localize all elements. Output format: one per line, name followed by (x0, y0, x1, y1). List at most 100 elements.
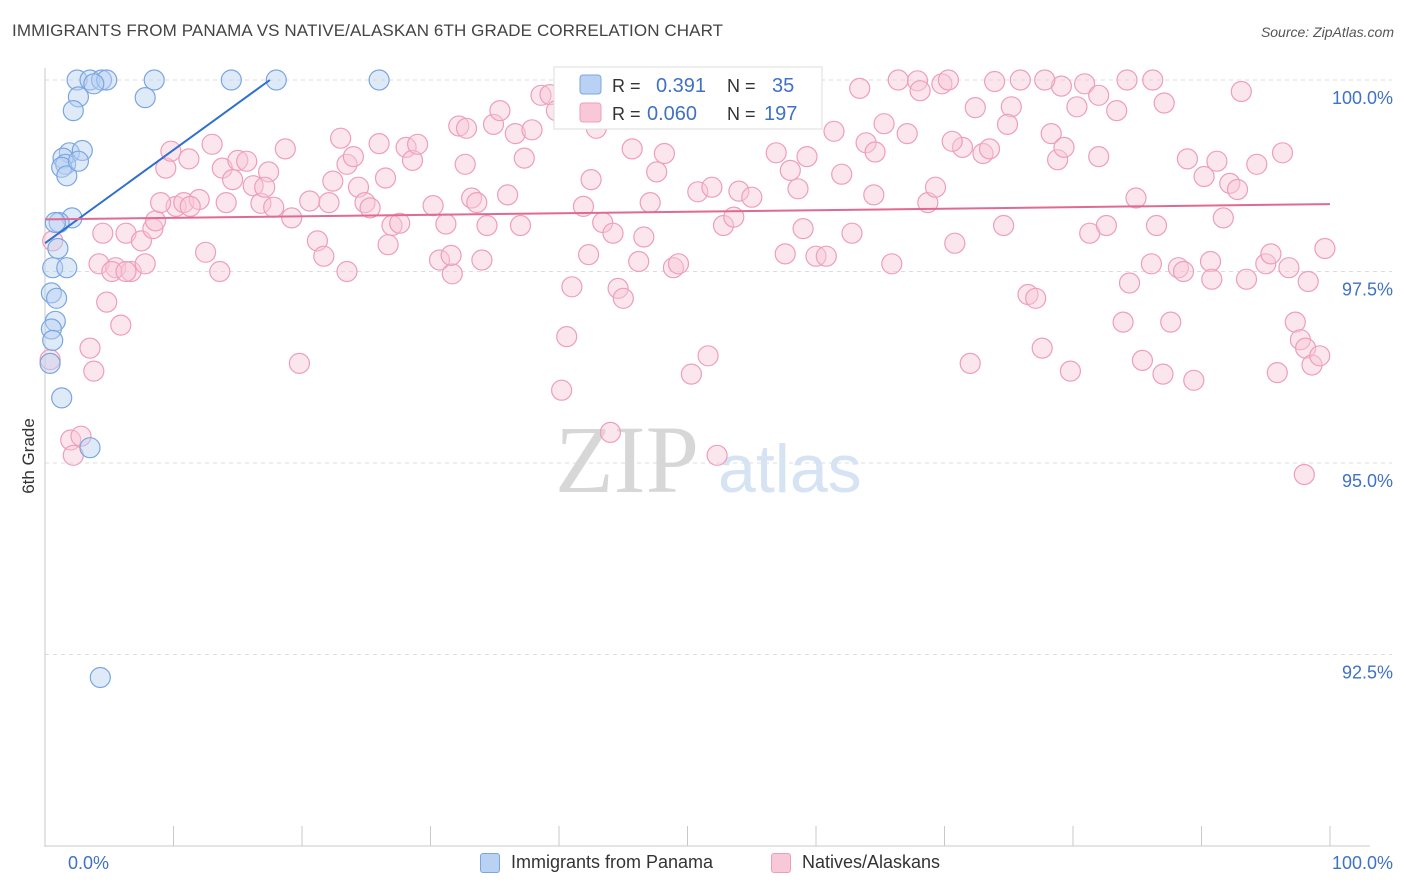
point-natives-alaskans (621, 138, 643, 160)
point-immigrants-from-panama (368, 69, 390, 91)
point-natives-alaskans (633, 226, 655, 248)
point-natives-alaskans (1152, 363, 1174, 385)
legend-item-natives-alaskans[interactable]: Natives/Alaskans (771, 852, 940, 873)
point-natives-alaskans (1145, 214, 1168, 237)
point-natives-alaskans (792, 218, 814, 240)
point-natives-alaskans (1025, 287, 1047, 309)
stats-r-value-pink: 0.060 (647, 103, 697, 125)
chart-title: IMMIGRANTS FROM PANAMA VS NATIVE/ALASKAN… (12, 21, 724, 40)
legend-item-immigrants-from-panama[interactable]: Immigrants from Panama (480, 852, 713, 873)
point-natives-alaskans (195, 241, 217, 263)
point-natives-alaskans (1226, 178, 1249, 201)
stats-swatch-blue (579, 74, 602, 95)
point-natives-alaskans (288, 352, 310, 374)
point-natives-alaskans (1009, 69, 1031, 91)
y-tick-label: 100.0% (1332, 88, 1393, 108)
point-natives-alaskans (521, 119, 543, 141)
point-natives-alaskans (201, 133, 223, 155)
point-natives-alaskans (150, 192, 172, 214)
point-natives-alaskans (1073, 73, 1096, 95)
point-natives-alaskans (951, 136, 974, 158)
stats-r-label-pink: R = (612, 104, 641, 124)
legend-label-blue: Immigrants from Panama (511, 852, 714, 872)
watermark-atlas: atlas (718, 431, 862, 507)
point-natives-alaskans (155, 157, 177, 179)
point-natives-alaskans (996, 113, 1019, 136)
point-natives-alaskans (787, 178, 809, 200)
point-natives-alaskans (1260, 243, 1282, 265)
point-natives-alaskans (864, 141, 886, 163)
point-natives-alaskans (513, 147, 535, 169)
point-natives-alaskans (336, 260, 358, 283)
point-natives-alaskans (1125, 187, 1147, 209)
y-tick-labels: 100.0% 97.5% 95.0% 92.5% (1332, 88, 1393, 683)
point-natives-alaskans (389, 212, 411, 234)
point-natives-alaskans (263, 196, 285, 218)
point-natives-alaskans (318, 192, 340, 214)
point-natives-alaskans (236, 150, 258, 172)
point-immigrants-from-panama (56, 165, 78, 187)
point-natives-alaskans (701, 176, 723, 198)
point-natives-alaskans (1278, 257, 1300, 279)
point-immigrants-from-panama (79, 437, 101, 459)
point-natives-alaskans (580, 169, 602, 191)
point-natives-alaskans (215, 192, 237, 214)
point-natives-alaskans (322, 170, 344, 192)
point-natives-alaskans (530, 84, 552, 106)
point-natives-alaskans (401, 149, 424, 171)
point-natives-alaskans (1206, 150, 1228, 172)
point-natives-alaskans (313, 245, 335, 267)
point-natives-alaskans (1193, 165, 1215, 188)
point-immigrants-from-panama (83, 73, 105, 95)
point-natives-alaskans (909, 80, 931, 102)
y-axis-label: 6th Grade (19, 418, 38, 494)
series-immigrants-from-panama (39, 69, 390, 689)
point-natives-alaskans (687, 181, 709, 203)
point-immigrants-from-panama (39, 352, 61, 374)
point-immigrants-from-panama (44, 211, 66, 234)
point-natives-alaskans (561, 276, 583, 298)
point-natives-alaskans (1199, 250, 1222, 273)
point-natives-alaskans (1235, 268, 1258, 290)
trend-lines (44, 79, 1331, 244)
point-immigrants-from-panama (62, 99, 84, 122)
point-natives-alaskans (227, 149, 249, 171)
point-natives-alaskans (556, 326, 578, 348)
point-natives-alaskans (489, 99, 511, 122)
point-natives-alaskans (1053, 136, 1075, 158)
point-natives-alaskans (815, 245, 837, 267)
point-natives-alaskans (612, 287, 634, 309)
point-natives-alaskans (1160, 311, 1182, 333)
point-natives-alaskans (1309, 345, 1331, 367)
point-natives-alaskans (697, 345, 719, 367)
point-natives-alaskans (70, 425, 92, 447)
point-natives-alaskans (1176, 148, 1199, 170)
y-tick-label: 92.5% (1342, 663, 1393, 683)
point-natives-alaskans (1284, 311, 1306, 333)
watermark-zip: ZIP (555, 406, 699, 513)
point-natives-alaskans (422, 195, 444, 217)
point-natives-alaskans (1201, 268, 1223, 290)
point-natives-alaskans (455, 117, 478, 139)
point-natives-alaskans (1059, 360, 1082, 382)
point-immigrants-from-panama (265, 69, 287, 91)
point-natives-alaskans (959, 352, 981, 374)
point-immigrants-from-panama (67, 150, 90, 172)
point-natives-alaskans (92, 222, 114, 244)
point-natives-alaskans (887, 69, 909, 91)
point-natives-alaskans (1106, 99, 1128, 122)
chart-source: Source: ZipAtlas.com (1260, 24, 1394, 40)
point-natives-alaskans (931, 73, 953, 95)
point-natives-alaskans (628, 250, 650, 273)
point-natives-alaskans (1255, 253, 1277, 275)
point-natives-alaskans (1246, 153, 1268, 175)
point-natives-alaskans (1050, 75, 1073, 97)
x-tick-label-max: 100.0% (1332, 853, 1393, 873)
point-natives-alaskans (448, 115, 470, 137)
point-natives-alaskans (1066, 96, 1088, 118)
point-natives-alaskans (377, 234, 399, 256)
point-natives-alaskans (896, 123, 918, 145)
point-natives-alaskans (274, 138, 296, 160)
point-natives-alaskans (504, 123, 526, 145)
